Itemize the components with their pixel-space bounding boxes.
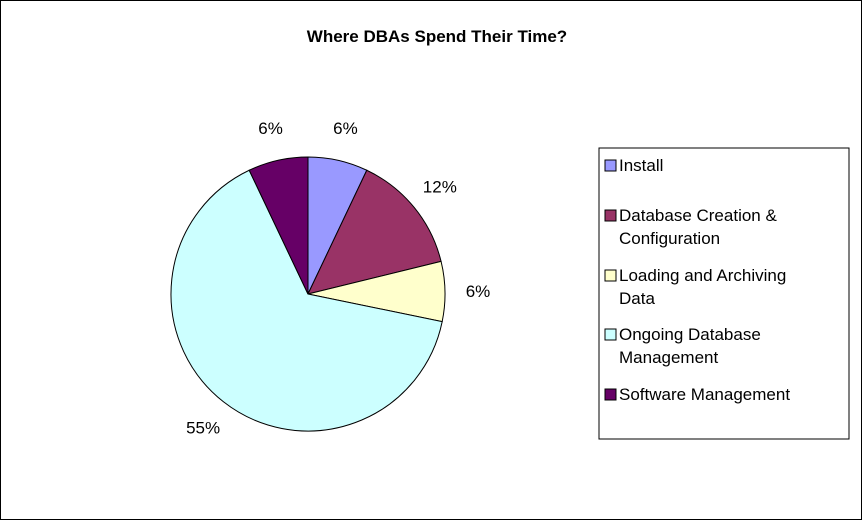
slice-data-label-1: 6% bbox=[333, 119, 358, 138]
legend-swatch-1 bbox=[604, 159, 617, 172]
legend-swatch-2 bbox=[604, 209, 617, 222]
legend-box bbox=[598, 147, 850, 440]
slice-data-label-3: 6% bbox=[466, 282, 491, 301]
legend-label-4: Ongoing Database Management bbox=[619, 325, 761, 367]
legend-swatch-3 bbox=[604, 269, 617, 282]
legend-label-2: Database Creation & Configuration bbox=[619, 206, 777, 248]
chart-title: Where DBAs Spend Their Time? bbox=[307, 27, 567, 46]
pie-slices bbox=[170, 156, 446, 432]
legend-swatch-5 bbox=[604, 388, 617, 401]
chart-legend: Install Database Creation & Configuration L… bbox=[598, 147, 850, 440]
pie-slice-4 bbox=[170, 169, 443, 432]
slice-data-label-5: 6% bbox=[258, 119, 283, 138]
pie-slice-5 bbox=[248, 156, 309, 295]
legend-label-1: Install bbox=[619, 156, 663, 175]
pie-slice-2 bbox=[307, 169, 442, 295]
slice-data-label-2: 12% bbox=[423, 178, 457, 197]
pie-slice-labels: 6% 12% 6% 55% 6% bbox=[186, 119, 490, 438]
legend-label-5: Software Management bbox=[619, 385, 790, 404]
slice-data-label-4: 55% bbox=[186, 419, 220, 438]
legend-swatch-4 bbox=[604, 328, 617, 341]
legend-label-3: Loading and Archiving Data bbox=[619, 266, 786, 308]
